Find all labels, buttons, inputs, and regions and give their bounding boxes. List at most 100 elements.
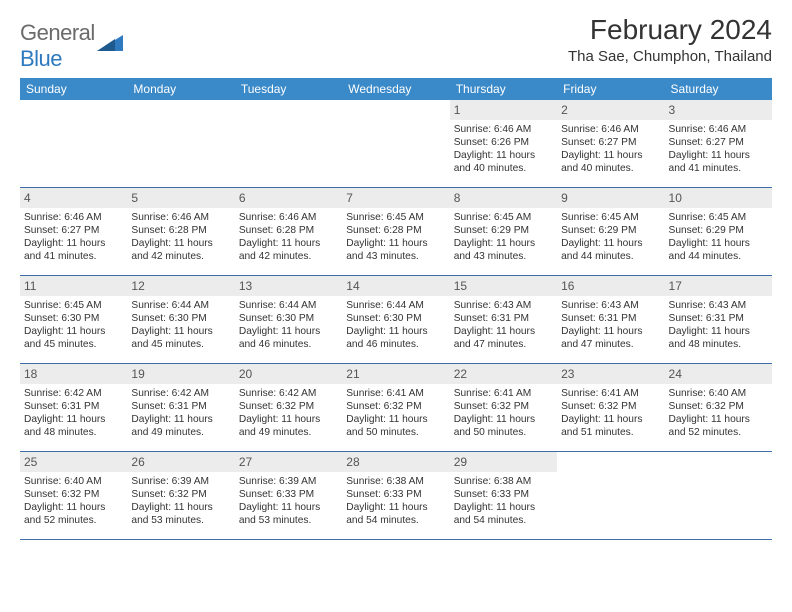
location: Tha Sae, Chumphon, Thailand xyxy=(568,48,772,65)
day-cell: 3 Sunrise: 6:46 AMSunset: 6:27 PMDaylight… xyxy=(665,100,772,188)
day-number: 27 xyxy=(235,452,342,472)
day-number: 18 xyxy=(20,364,127,384)
dow-monday: Monday xyxy=(127,78,234,100)
day-cell: 10Sunrise: 6:45 AMSunset: 6:29 PMDayligh… xyxy=(665,188,772,276)
day-details: Sunrise: 6:46 AMSunset: 6:27 PMDaylight:… xyxy=(561,123,660,175)
day-number: 20 xyxy=(235,364,342,384)
day-cell: 20 Sunrise: 6:42 AMSunset: 6:32 PMDayligh… xyxy=(235,364,342,452)
logo-text: General Blue xyxy=(20,20,95,72)
logo: General Blue xyxy=(20,20,123,72)
day-details: Sunrise: 6:39 AMSunset: 6:32 PMDaylight:… xyxy=(131,475,230,527)
day-number: 7 xyxy=(342,188,449,208)
day-cell xyxy=(235,100,342,188)
day-cell: 28 Sunrise: 6:38 AMSunset: 6:33 PMDayligh… xyxy=(342,452,449,540)
day-number: 2 xyxy=(557,100,664,120)
day-details: Sunrise: 6:44 AMSunset: 6:30 PMDaylight:… xyxy=(131,299,230,351)
week-row: 11 Sunrise: 6:45 AMSunset: 6:30 PMDayligh… xyxy=(20,276,772,364)
day-details: Sunrise: 6:45 AMSunset: 6:29 PMDaylight:… xyxy=(561,211,660,263)
calendar-table: SundayMondayTuesdayWednesdayThursdayFrid… xyxy=(20,78,772,540)
day-cell xyxy=(20,100,127,188)
day-number: 14 xyxy=(342,276,449,296)
day-details: Sunrise: 6:46 AMSunset: 6:27 PMDaylight:… xyxy=(24,211,123,263)
day-number: 8 xyxy=(450,188,557,208)
day-cell: 13Sunrise: 6:44 AMSunset: 6:30 PMDayligh… xyxy=(235,276,342,364)
day-cell xyxy=(557,452,664,540)
week-row: 18Sunrise: 6:42 AMSunset: 6:31 PMDayligh… xyxy=(20,364,772,452)
day-cell: 27 Sunrise: 6:39 AMSunset: 6:33 PMDayligh… xyxy=(235,452,342,540)
day-details: Sunrise: 6:41 AMSunset: 6:32 PMDaylight:… xyxy=(454,387,553,439)
day-cell: 22 Sunrise: 6:41 AMSunset: 6:32 PMDayligh… xyxy=(450,364,557,452)
day-number: 10 xyxy=(665,188,772,208)
dow-friday: Friday xyxy=(557,78,664,100)
day-details: Sunrise: 6:43 AMSunset: 6:31 PMDaylight:… xyxy=(669,299,768,351)
day-cell xyxy=(665,452,772,540)
day-cell: 5Sunrise: 6:46 AMSunset: 6:28 PMDaylight… xyxy=(127,188,234,276)
day-cell: 6Sunrise: 6:46 AMSunset: 6:28 PMDaylight… xyxy=(235,188,342,276)
day-number: 29 xyxy=(450,452,557,472)
header: General Blue February 2024 Tha Sae, Chum… xyxy=(20,14,772,72)
week-row: 1Sunrise: 6:46 AMSunset: 6:26 PMDaylight… xyxy=(20,100,772,188)
day-details: Sunrise: 6:38 AMSunset: 6:33 PMDaylight:… xyxy=(454,475,553,527)
dow-wednesday: Wednesday xyxy=(342,78,449,100)
day-cell: 17Sunrise: 6:43 AMSunset: 6:31 PMDayligh… xyxy=(665,276,772,364)
day-number: 9 xyxy=(557,188,664,208)
day-details: Sunrise: 6:43 AMSunset: 6:31 PMDaylight:… xyxy=(454,299,553,351)
dow-tuesday: Tuesday xyxy=(235,78,342,100)
logo-triangle-icon xyxy=(97,33,123,53)
day-cell: 25 Sunrise: 6:40 AMSunset: 6:32 PMDayligh… xyxy=(20,452,127,540)
day-cell: 4 Sunrise: 6:46 AMSunset: 6:27 PMDaylight… xyxy=(20,188,127,276)
day-number: 19 xyxy=(127,364,234,384)
day-number: 11 xyxy=(20,276,127,296)
day-cell: 1Sunrise: 6:46 AMSunset: 6:26 PMDaylight… xyxy=(450,100,557,188)
day-cell: 8 Sunrise: 6:45 AMSunset: 6:29 PMDaylight… xyxy=(450,188,557,276)
day-cell: 2 Sunrise: 6:46 AMSunset: 6:27 PMDaylight… xyxy=(557,100,664,188)
day-details: Sunrise: 6:45 AMSunset: 6:30 PMDaylight:… xyxy=(24,299,123,351)
week-row: 4 Sunrise: 6:46 AMSunset: 6:27 PMDaylight… xyxy=(20,188,772,276)
day-cell xyxy=(127,100,234,188)
logo-word-blue: Blue xyxy=(20,46,62,71)
day-details: Sunrise: 6:42 AMSunset: 6:31 PMDaylight:… xyxy=(131,387,230,439)
day-number: 5 xyxy=(127,188,234,208)
day-details: Sunrise: 6:45 AMSunset: 6:29 PMDaylight:… xyxy=(454,211,553,263)
day-details: Sunrise: 6:41 AMSunset: 6:32 PMDaylight:… xyxy=(346,387,445,439)
day-number: 28 xyxy=(342,452,449,472)
day-number: 1 xyxy=(450,100,557,120)
dow-header-row: SundayMondayTuesdayWednesdayThursdayFrid… xyxy=(20,78,772,100)
day-cell: 29 Sunrise: 6:38 AMSunset: 6:33 PMDayligh… xyxy=(450,452,557,540)
day-cell: 9 Sunrise: 6:45 AMSunset: 6:29 PMDaylight… xyxy=(557,188,664,276)
day-details: Sunrise: 6:46 AMSunset: 6:27 PMDaylight:… xyxy=(669,123,768,175)
day-number: 3 xyxy=(665,100,772,120)
day-details: Sunrise: 6:39 AMSunset: 6:33 PMDaylight:… xyxy=(239,475,338,527)
day-cell: 24 Sunrise: 6:40 AMSunset: 6:32 PMDayligh… xyxy=(665,364,772,452)
day-cell: 14 Sunrise: 6:44 AMSunset: 6:30 PMDayligh… xyxy=(342,276,449,364)
day-details: Sunrise: 6:45 AMSunset: 6:28 PMDaylight:… xyxy=(346,211,445,263)
day-number: 25 xyxy=(20,452,127,472)
day-cell: 15 Sunrise: 6:43 AMSunset: 6:31 PMDayligh… xyxy=(450,276,557,364)
day-number: 4 xyxy=(20,188,127,208)
day-cell xyxy=(342,100,449,188)
day-details: Sunrise: 6:44 AMSunset: 6:30 PMDaylight:… xyxy=(239,299,338,351)
day-number: 21 xyxy=(342,364,449,384)
day-number: 23 xyxy=(557,364,664,384)
day-number: 24 xyxy=(665,364,772,384)
day-details: Sunrise: 6:44 AMSunset: 6:30 PMDaylight:… xyxy=(346,299,445,351)
day-details: Sunrise: 6:42 AMSunset: 6:31 PMDaylight:… xyxy=(24,387,123,439)
day-details: Sunrise: 6:40 AMSunset: 6:32 PMDaylight:… xyxy=(669,387,768,439)
day-number: 26 xyxy=(127,452,234,472)
week-row: 25 Sunrise: 6:40 AMSunset: 6:32 PMDayligh… xyxy=(20,452,772,540)
day-cell: 23Sunrise: 6:41 AMSunset: 6:32 PMDayligh… xyxy=(557,364,664,452)
day-number: 16 xyxy=(557,276,664,296)
day-details: Sunrise: 6:38 AMSunset: 6:33 PMDaylight:… xyxy=(346,475,445,527)
day-number: 15 xyxy=(450,276,557,296)
day-number: 22 xyxy=(450,364,557,384)
day-number: 12 xyxy=(127,276,234,296)
day-details: Sunrise: 6:42 AMSunset: 6:32 PMDaylight:… xyxy=(239,387,338,439)
title-block: February 2024 Tha Sae, Chumphon, Thailan… xyxy=(568,14,772,65)
day-details: Sunrise: 6:43 AMSunset: 6:31 PMDaylight:… xyxy=(561,299,660,351)
day-cell: 7 Sunrise: 6:45 AMSunset: 6:28 PMDaylight… xyxy=(342,188,449,276)
day-details: Sunrise: 6:40 AMSunset: 6:32 PMDaylight:… xyxy=(24,475,123,527)
day-cell: 21 Sunrise: 6:41 AMSunset: 6:32 PMDayligh… xyxy=(342,364,449,452)
day-cell: 12 Sunrise: 6:44 AMSunset: 6:30 PMDayligh… xyxy=(127,276,234,364)
day-details: Sunrise: 6:46 AMSunset: 6:28 PMDaylight:… xyxy=(239,211,338,263)
dow-sunday: Sunday xyxy=(20,78,127,100)
